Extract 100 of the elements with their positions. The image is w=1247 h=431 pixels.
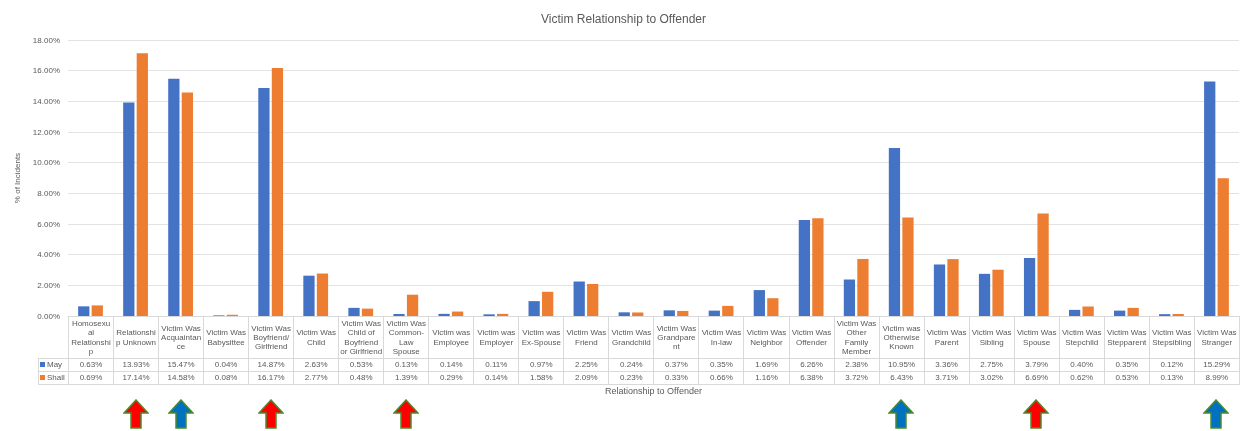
legend-label: May xyxy=(38,358,69,372)
data-label: 10.95% xyxy=(879,358,925,372)
bar xyxy=(78,306,90,316)
y-tick-label: 16.00% xyxy=(32,66,60,76)
data-label: 0.14% xyxy=(428,358,474,372)
x-axis-title: Relationship to Offender xyxy=(604,386,703,396)
data-label: 0.24% xyxy=(608,358,654,372)
data-label: 0.40% xyxy=(1059,358,1105,372)
x-tick-label: Victim Was Spouse xyxy=(1014,316,1060,359)
bar xyxy=(316,273,329,316)
y-tick-label: 8.00% xyxy=(37,188,60,198)
bar xyxy=(947,259,959,316)
data-label: 2.75% xyxy=(969,358,1015,372)
bar xyxy=(708,310,720,316)
x-tick-label: Victim Was Child xyxy=(293,316,339,359)
data-label: 0.04% xyxy=(203,358,249,372)
data-label: 0.12% xyxy=(1149,358,1195,372)
bar xyxy=(528,301,540,316)
x-tick-label: Victim Was Grandchild xyxy=(608,316,654,359)
bar xyxy=(798,220,811,316)
data-label: 0.13% xyxy=(1149,371,1195,385)
data-label: 1.58% xyxy=(518,371,564,385)
x-tick-label: Victim Was Offender xyxy=(789,316,835,359)
bar xyxy=(677,310,689,316)
x-tick-label: Victim was Employer xyxy=(473,316,519,359)
bar xyxy=(632,312,644,316)
y-tick-label: 10.00% xyxy=(32,158,60,168)
data-label: 0.35% xyxy=(1104,358,1150,372)
data-label: 3.72% xyxy=(834,371,880,385)
bar xyxy=(843,279,856,316)
data-label: 0.37% xyxy=(653,358,699,372)
data-label: 0.11% xyxy=(473,358,519,372)
bar xyxy=(496,313,509,316)
bar xyxy=(902,217,914,316)
data-label: 3.02% xyxy=(969,371,1015,385)
bar xyxy=(587,283,599,316)
data-label: 0.29% xyxy=(428,371,474,385)
data-label: 1.39% xyxy=(383,371,429,385)
bar xyxy=(573,281,585,316)
x-tick-label: Victim Was Boyfriend/Girlfriend xyxy=(248,316,294,359)
x-tick-label: Relationship Unknown xyxy=(113,316,159,359)
x-tick-label: Victim Was Neighbor xyxy=(743,316,789,359)
data-label: 6.69% xyxy=(1014,371,1060,385)
data-label: 16.17% xyxy=(248,371,294,385)
data-label: 3.71% xyxy=(924,371,970,385)
y-tick-label: 4.00% xyxy=(37,250,60,260)
bar xyxy=(978,273,991,316)
data-label: 3.79% xyxy=(1014,358,1060,372)
data-label: 0.14% xyxy=(473,371,519,385)
x-tick-label: Victim was Employee xyxy=(428,316,474,359)
data-label: 0.08% xyxy=(203,371,249,385)
bar xyxy=(933,264,946,316)
bar xyxy=(271,68,284,316)
bar xyxy=(857,258,869,316)
data-label: 6.26% xyxy=(789,358,835,372)
data-label: 13.93% xyxy=(113,358,159,372)
data-label: 0.35% xyxy=(698,358,744,372)
bar xyxy=(1217,178,1229,316)
data-label: 2.09% xyxy=(563,371,609,385)
bar xyxy=(722,305,734,316)
data-label: 0.62% xyxy=(1059,371,1105,385)
bar xyxy=(438,313,450,316)
x-tick-label: Victim Was Acquaintance xyxy=(158,316,204,359)
y-axis-title: % of Incidents xyxy=(13,152,23,204)
bar xyxy=(168,78,180,316)
data-label: 6.38% xyxy=(789,371,835,385)
x-tick-label: Victim Was Stranger xyxy=(1194,316,1240,359)
x-tick-label: Victim Was Grandparent xyxy=(653,316,699,359)
x-tick-label: Victim Was Babysittee xyxy=(203,316,249,359)
data-label: 0.48% xyxy=(338,371,384,385)
data-label: 0.53% xyxy=(1104,371,1150,385)
x-tick-label: Victim Was Friend xyxy=(563,316,609,359)
bar xyxy=(181,92,193,316)
data-label: 2.63% xyxy=(293,358,339,372)
bar xyxy=(258,87,270,316)
x-tick-label: Victim Was In-law xyxy=(698,316,744,359)
bar xyxy=(753,290,765,316)
data-label: 0.13% xyxy=(383,358,429,372)
y-tick-label: 0.00% xyxy=(37,311,60,321)
data-label: 0.53% xyxy=(338,358,384,372)
bar xyxy=(618,312,630,316)
bar xyxy=(1127,307,1139,316)
data-label: 0.23% xyxy=(608,371,654,385)
data-label: 2.25% xyxy=(563,358,609,372)
x-tick-label: Victim Was Sibling xyxy=(969,316,1015,359)
y-tick-label: 18.00% xyxy=(32,35,60,45)
x-tick-label: Victim Was Child of Boyfriend or Girlfriend xyxy=(338,316,384,359)
data-label: 15.47% xyxy=(158,358,204,372)
bar xyxy=(542,291,554,316)
data-label: 0.33% xyxy=(653,371,699,385)
data-label: 8.99% xyxy=(1194,371,1240,385)
bar xyxy=(1114,310,1126,316)
x-tick-label: Victim Was Common-Law Spouse xyxy=(383,316,429,359)
bar xyxy=(888,148,901,316)
bar xyxy=(1204,81,1216,316)
bar xyxy=(992,269,1004,316)
data-label: 0.69% xyxy=(68,371,114,385)
bar xyxy=(361,308,374,316)
data-label: 2.38% xyxy=(834,358,880,372)
data-label: 0.97% xyxy=(518,358,564,372)
